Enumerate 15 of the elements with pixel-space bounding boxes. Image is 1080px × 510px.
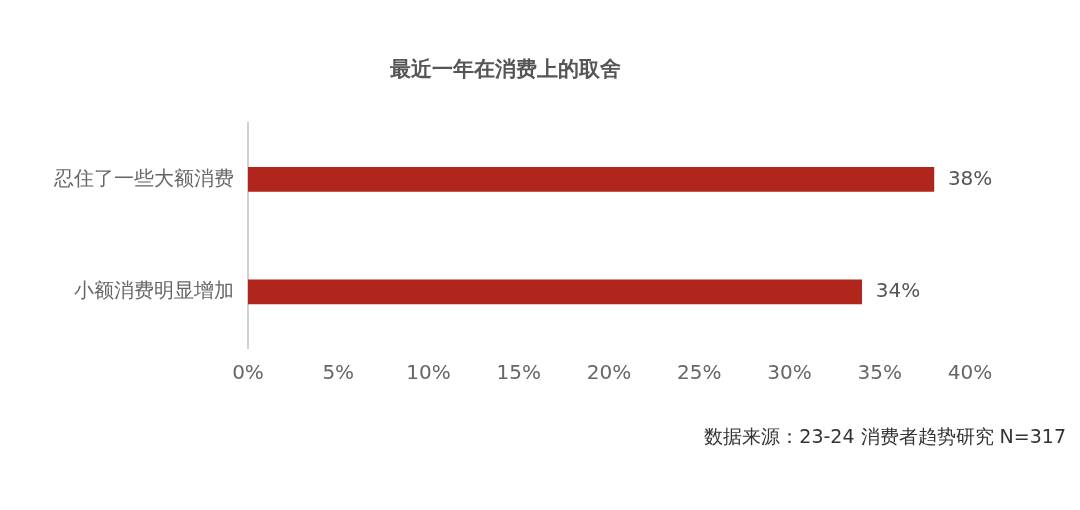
x-tick-label: 10%: [406, 360, 451, 385]
chart-title: 最近一年在消费上的取舍: [388, 57, 621, 82]
x-tick-label: 15%: [496, 360, 541, 385]
x-tick-label: 35%: [857, 360, 902, 385]
x-tick-label: 40%: [947, 360, 993, 385]
y-tick-label: 忍住了一些大额消费: [53, 165, 234, 190]
x-tick-label: 20%: [586, 360, 632, 385]
y-tick-label: 小额消费明显增加: [74, 278, 234, 302]
x-tick-label: 30%: [767, 360, 812, 385]
x-tick-label: 5%: [322, 360, 355, 385]
x-tick-label: 0%: [232, 360, 264, 385]
x-tick-label: 25%: [677, 360, 722, 385]
source-note: 数据来源：23-24 消费者趋势研究 N=317: [704, 424, 1066, 449]
data-label: 34%: [875, 278, 921, 302]
data-label: 38%: [947, 165, 993, 190]
